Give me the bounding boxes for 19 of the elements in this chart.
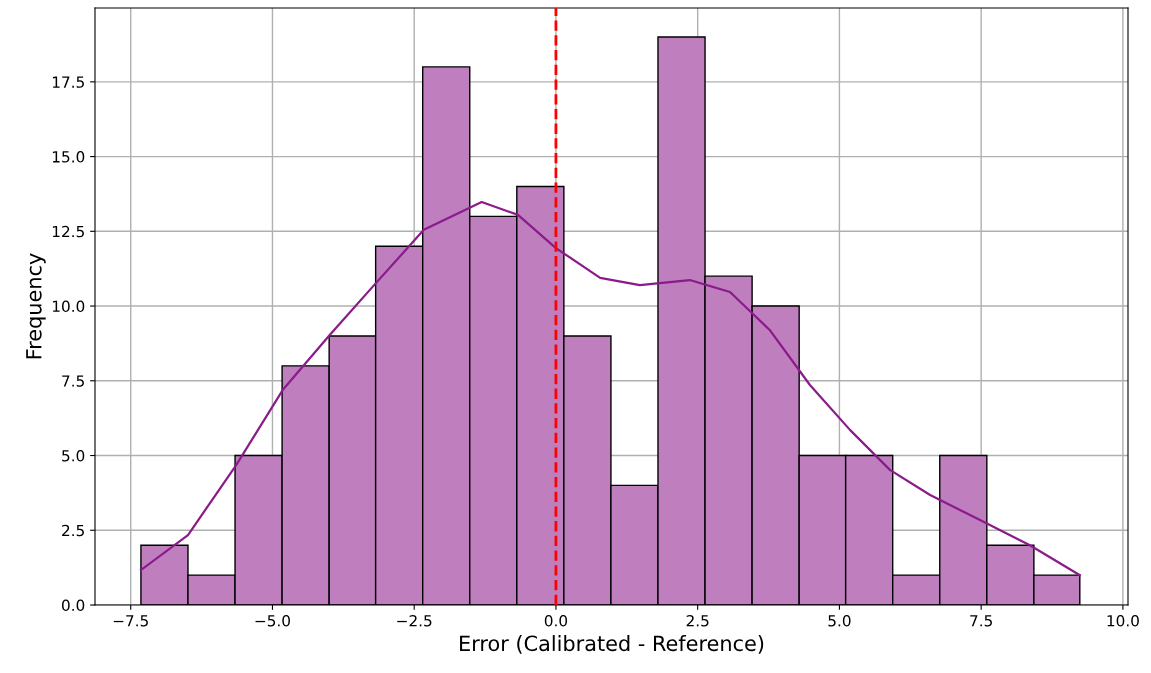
y-tick-label: 0.0	[61, 599, 85, 612]
x-tick-label: −5.0	[255, 614, 290, 627]
x-tick-label: 10.0	[1107, 614, 1139, 627]
y-tick-label: 5.0	[62, 449, 85, 462]
y-tick-label: 10.0	[52, 300, 85, 313]
y-tick-label: 17.5	[52, 76, 84, 88]
y-tick-label: 12.5	[52, 225, 84, 238]
x-tick-label: 7.5	[970, 615, 992, 627]
line-series	[139, 200, 1081, 577]
y-tick-label: 2.5	[62, 524, 84, 537]
x-tick-label: 2.5	[686, 614, 709, 627]
x-axis-title: Error (Calibrated - Reference)	[460, 635, 764, 654]
x-tick-label: −2.5	[397, 614, 432, 627]
x-tick-label: −7.5	[113, 615, 148, 627]
x-tick-label: 5.0	[828, 614, 851, 627]
y-tick-label: 7.5	[62, 375, 84, 387]
x-tick-label: 0.0	[544, 614, 568, 627]
y-tick-label: 15.0	[52, 151, 85, 163]
y-axis-title: Frequency	[26, 253, 46, 359]
